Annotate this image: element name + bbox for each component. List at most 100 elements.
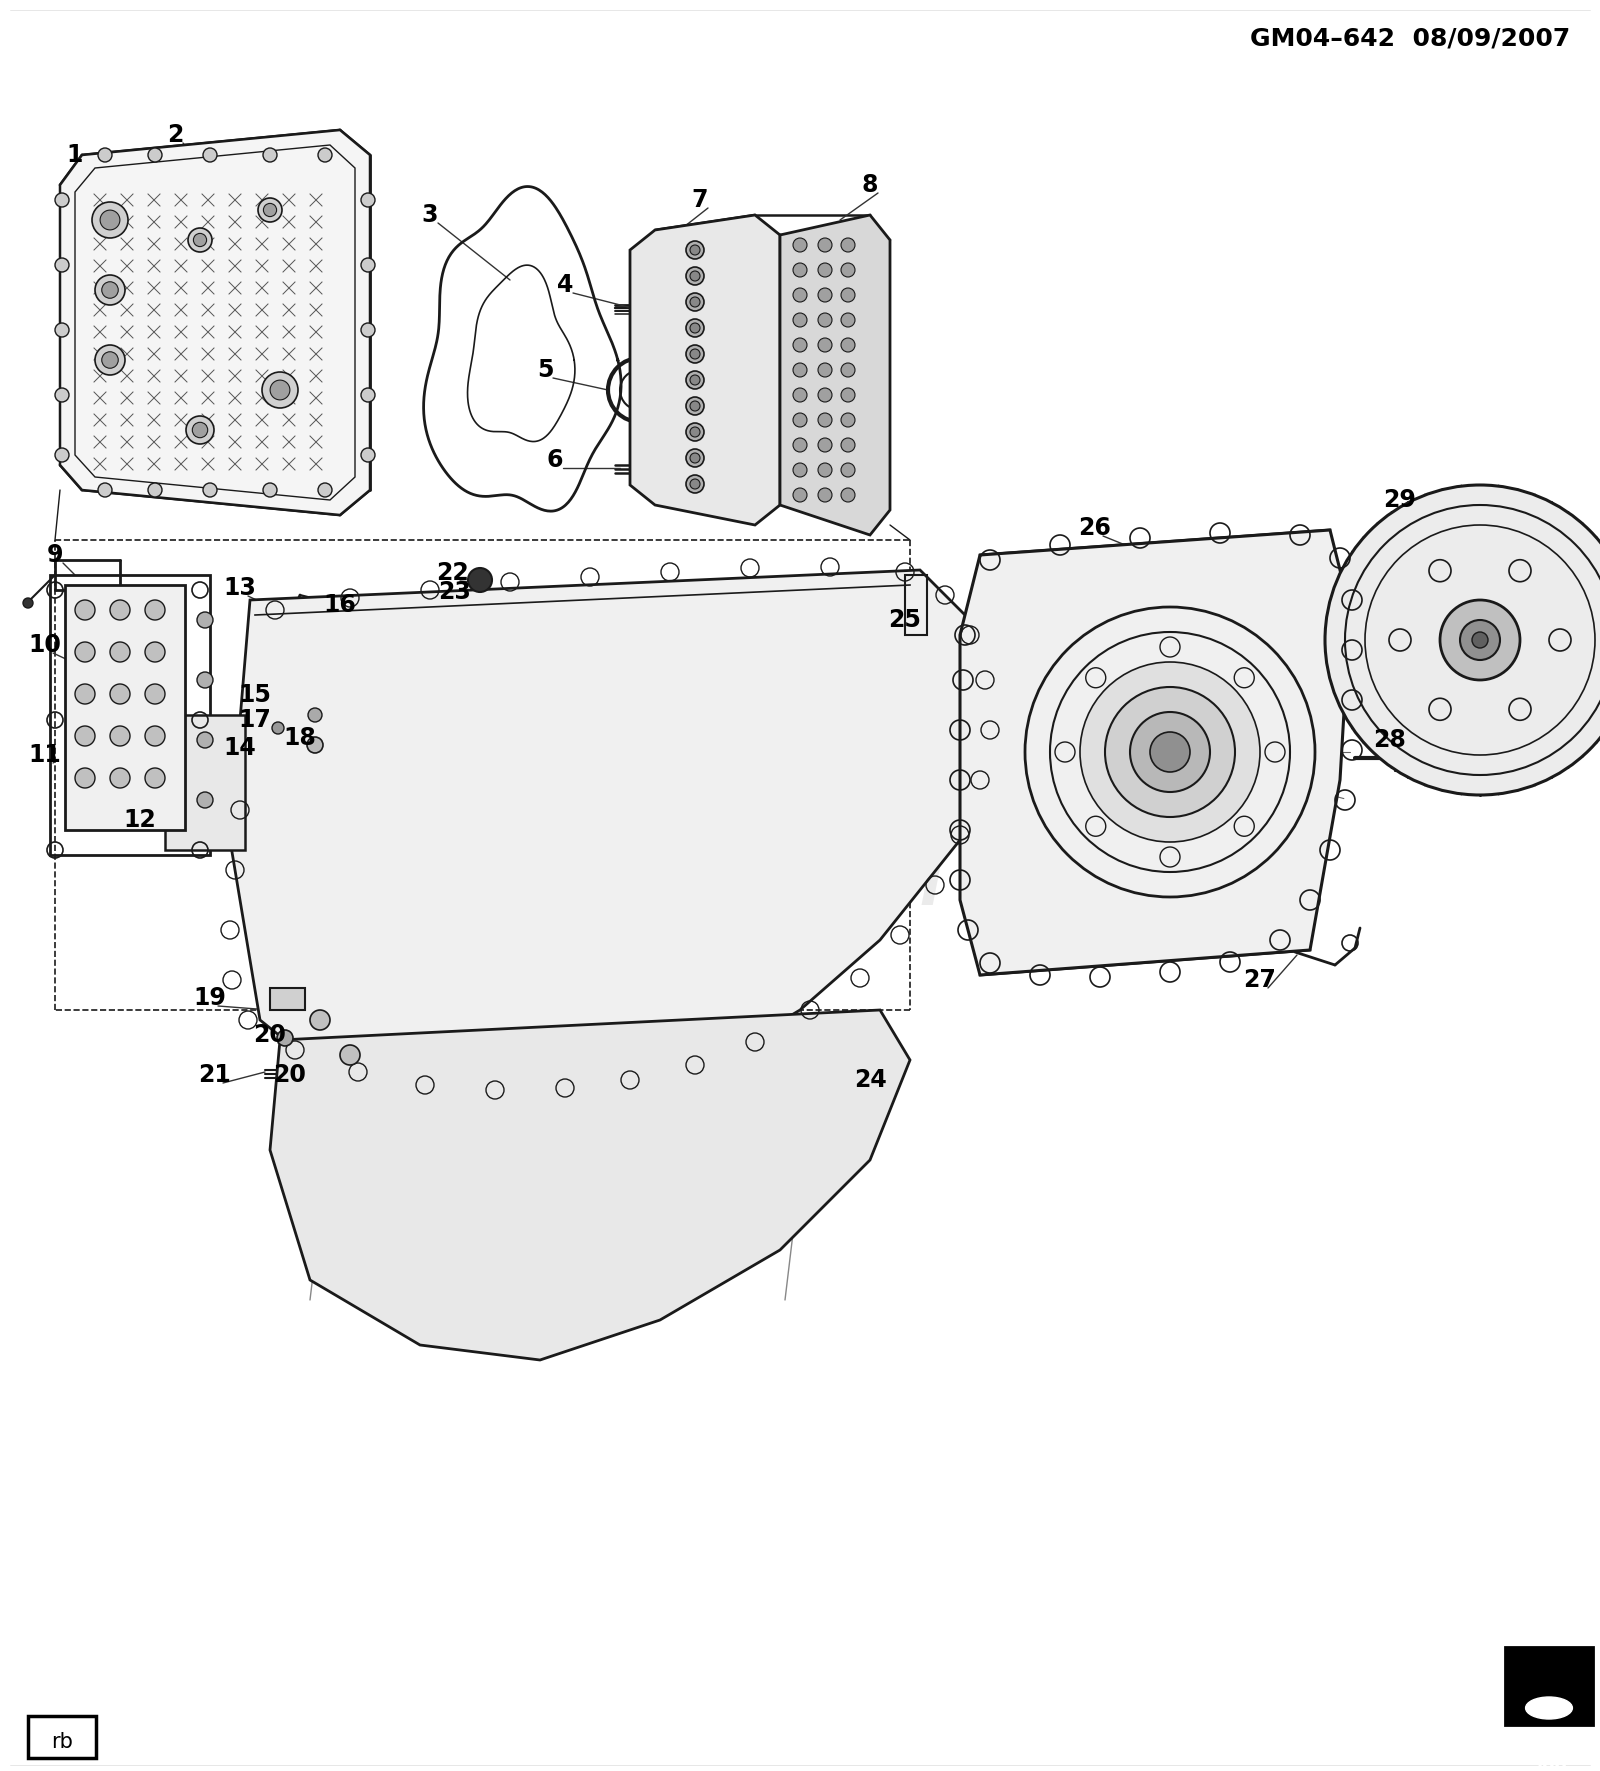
Ellipse shape [1526, 1697, 1573, 1720]
Circle shape [54, 322, 69, 336]
Bar [165, 715, 245, 850]
Circle shape [318, 149, 333, 161]
Circle shape [818, 413, 832, 427]
Polygon shape [270, 1009, 910, 1360]
Circle shape [110, 726, 130, 746]
Circle shape [794, 388, 806, 402]
Circle shape [339, 1045, 360, 1064]
Text: 29: 29 [1384, 489, 1416, 512]
Circle shape [842, 462, 854, 476]
Circle shape [842, 289, 854, 303]
Text: 21: 21 [198, 1063, 232, 1087]
Circle shape [203, 483, 218, 498]
Circle shape [842, 388, 854, 402]
Text: 25: 25 [888, 607, 922, 632]
Circle shape [93, 202, 128, 237]
Circle shape [147, 483, 162, 498]
Circle shape [690, 349, 701, 360]
Circle shape [842, 313, 854, 328]
Circle shape [75, 769, 94, 788]
Circle shape [307, 708, 322, 723]
Bar [50, 576, 210, 855]
Circle shape [362, 448, 374, 462]
Circle shape [110, 643, 130, 662]
Bar [270, 988, 306, 1009]
Circle shape [794, 437, 806, 452]
Circle shape [102, 282, 118, 298]
Circle shape [690, 271, 701, 282]
Circle shape [1150, 731, 1190, 772]
Circle shape [794, 264, 806, 276]
Text: 12: 12 [123, 808, 157, 832]
Circle shape [110, 600, 130, 620]
Circle shape [690, 400, 701, 411]
Circle shape [318, 483, 333, 498]
Circle shape [197, 731, 213, 747]
Circle shape [264, 204, 277, 216]
Text: 3: 3 [422, 204, 438, 227]
FancyBboxPatch shape [29, 1716, 96, 1759]
Text: 9: 9 [46, 544, 64, 567]
Text: clp.com: clp.com [506, 809, 995, 930]
Circle shape [203, 149, 218, 161]
Circle shape [147, 149, 162, 161]
Text: 11: 11 [29, 744, 61, 767]
Circle shape [842, 338, 854, 352]
Circle shape [690, 298, 701, 306]
Circle shape [686, 241, 704, 259]
Text: 16: 16 [323, 593, 357, 616]
Circle shape [842, 413, 854, 427]
Circle shape [794, 462, 806, 476]
Circle shape [690, 375, 701, 384]
Text: 5: 5 [536, 358, 554, 383]
Text: GM04–642  08/09/2007: GM04–642 08/09/2007 [1250, 27, 1570, 50]
Circle shape [146, 684, 165, 705]
Bar [66, 584, 186, 831]
Circle shape [146, 600, 165, 620]
Polygon shape [960, 530, 1350, 976]
Circle shape [818, 437, 832, 452]
Circle shape [794, 289, 806, 303]
Circle shape [690, 453, 701, 462]
Circle shape [794, 413, 806, 427]
Circle shape [197, 671, 213, 687]
Polygon shape [61, 129, 370, 515]
Circle shape [818, 489, 832, 501]
Text: gm: gm [1533, 1730, 1565, 1750]
Text: 20: 20 [253, 1024, 286, 1047]
Circle shape [818, 363, 832, 377]
Text: 7: 7 [691, 188, 709, 213]
Text: 17: 17 [238, 708, 272, 731]
Text: 10: 10 [29, 632, 61, 657]
Circle shape [686, 292, 704, 312]
Circle shape [686, 267, 704, 285]
Circle shape [1130, 712, 1210, 792]
Circle shape [194, 234, 206, 246]
Circle shape [146, 769, 165, 788]
Circle shape [842, 363, 854, 377]
Circle shape [98, 149, 112, 161]
Circle shape [262, 372, 298, 407]
Circle shape [272, 723, 285, 733]
Circle shape [1459, 620, 1501, 661]
Circle shape [262, 483, 277, 498]
Circle shape [794, 237, 806, 251]
Circle shape [94, 275, 125, 305]
Circle shape [54, 388, 69, 402]
Circle shape [192, 421, 208, 437]
Circle shape [690, 244, 701, 255]
Circle shape [690, 322, 701, 333]
Circle shape [686, 319, 704, 336]
Circle shape [690, 478, 701, 489]
Text: 23: 23 [438, 579, 472, 604]
Circle shape [818, 313, 832, 328]
Circle shape [307, 737, 323, 753]
Text: 28: 28 [1373, 728, 1406, 753]
Circle shape [818, 237, 832, 251]
Bar [1510, 1652, 1587, 1720]
Circle shape [197, 613, 213, 629]
Circle shape [842, 489, 854, 501]
Circle shape [75, 684, 94, 705]
Text: 8: 8 [862, 174, 878, 197]
Circle shape [102, 352, 118, 368]
